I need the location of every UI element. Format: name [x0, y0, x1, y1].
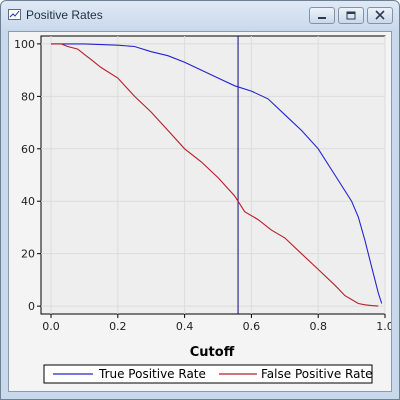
title-bar[interactable]: Positive Rates: [1, 1, 399, 31]
window-title: Positive Rates: [26, 8, 103, 22]
legend: True Positive Rate False Positive Rate: [43, 364, 373, 384]
minimize-button[interactable]: [309, 7, 335, 24]
x-tick-label: 0.0: [42, 320, 60, 333]
x-tick-label: 0.4: [176, 320, 194, 333]
y-tick-label: 80: [21, 90, 35, 103]
y-tick-label: 100: [14, 38, 35, 51]
legend-label-true-positive-rate: True Positive Rate: [98, 367, 206, 381]
x-ticks: 0.0 0.2 0.4 0.6 0.8 1.0: [42, 314, 391, 333]
minimize-icon: [318, 17, 326, 19]
y-tick-label: 20: [21, 248, 35, 261]
grid: [41, 36, 386, 314]
y-tick-label: 40: [21, 195, 35, 208]
legend-box: [43, 364, 373, 384]
chart-icon: [8, 9, 21, 20]
legend-label-false-positive-rate: False Positive Rate: [261, 367, 373, 381]
maximize-button[interactable]: [338, 7, 364, 24]
series-line-false-positive-rate: [51, 43, 379, 307]
plot-background: [40, 35, 386, 315]
plot-area-container: 0.0 0.2 0.4 0.6 0.8 1.0 0 20 40 60 80 100 Cutoff T…: [8, 31, 392, 392]
x-tick-label: 0.6: [243, 320, 261, 333]
x-tick-label: 0.2: [109, 320, 127, 333]
positive-rates-chart: 0.0 0.2 0.4 0.6 0.8 1.0 0 20 40 60 80 100 Cutoff T…: [14, 35, 391, 384]
series-line-true-positive-rate: [51, 43, 383, 304]
close-icon: [375, 10, 385, 20]
y-ticks: 0 20 40 60 80 100: [14, 38, 41, 313]
y-tick-label: 0: [28, 300, 35, 313]
x-tick-label: 0.8: [309, 320, 327, 333]
series-layer: [51, 43, 383, 307]
x-axis-title: Cutoff: [190, 345, 235, 360]
maximize-icon: [346, 11, 356, 20]
y-tick-label: 60: [21, 143, 35, 156]
close-button[interactable]: [367, 7, 393, 24]
x-tick-label: 1.0: [376, 320, 391, 333]
